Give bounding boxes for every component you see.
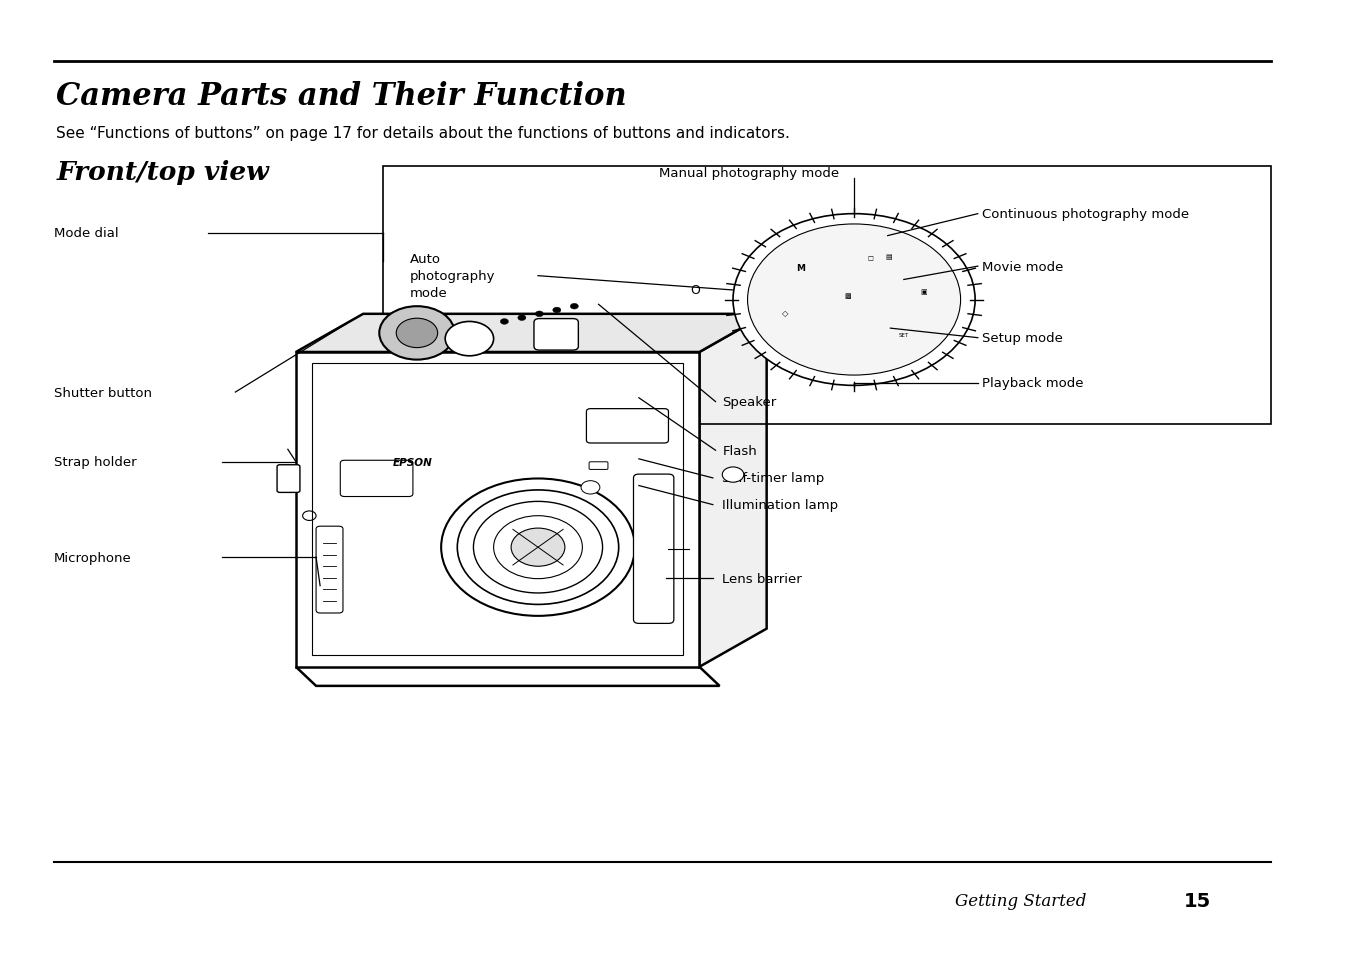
FancyBboxPatch shape [340,461,413,497]
FancyBboxPatch shape [534,319,578,351]
Text: O: O [690,284,701,297]
Circle shape [722,467,744,482]
Text: Strap holder: Strap holder [54,456,136,469]
Text: □: □ [868,255,873,260]
Circle shape [553,308,561,314]
Text: Getting Started: Getting Started [955,892,1087,909]
Circle shape [500,319,508,325]
FancyBboxPatch shape [633,475,674,624]
Text: English: English [1301,245,1317,308]
Text: See “Functions of buttons” on page 17 for details about the functions of buttons: See “Functions of buttons” on page 17 fo… [56,126,791,141]
Text: Flash: Flash [722,444,757,457]
Polygon shape [296,667,720,686]
FancyBboxPatch shape [589,462,608,470]
FancyBboxPatch shape [316,527,343,614]
Circle shape [379,307,455,360]
Circle shape [581,481,600,495]
Bar [383,167,1271,424]
Text: Shutter button: Shutter button [54,386,152,399]
Text: Front/top view: Front/top view [56,160,269,185]
Text: Auto
photography
mode: Auto photography mode [410,253,496,300]
Text: Illumination lamp: Illumination lamp [722,498,838,512]
Polygon shape [296,353,699,667]
Circle shape [570,304,578,310]
Text: Continuous photography mode: Continuous photography mode [982,208,1189,221]
Text: Setup mode: Setup mode [982,332,1063,345]
FancyBboxPatch shape [277,465,300,493]
Circle shape [397,319,437,348]
Text: ◇: ◇ [781,309,788,318]
Text: Manual photography mode: Manual photography mode [659,167,839,180]
Text: Lens barrier: Lens barrier [722,572,802,585]
Text: Speaker: Speaker [722,395,776,409]
Polygon shape [699,314,767,667]
Text: EPSON: EPSON [393,457,433,468]
Text: ▣: ▣ [920,289,927,294]
Circle shape [535,312,543,317]
Polygon shape [296,314,767,353]
Text: ▤: ▤ [886,254,893,260]
Text: SET: SET [898,333,909,338]
FancyBboxPatch shape [586,409,668,443]
Text: Self-timer lamp: Self-timer lamp [722,472,824,485]
Text: M: M [796,264,804,273]
Text: Mode dial: Mode dial [54,227,118,240]
Text: 15: 15 [1184,891,1210,910]
Circle shape [733,214,975,386]
Circle shape [518,315,526,321]
Text: Movie mode: Movie mode [982,260,1064,274]
Text: ▩: ▩ [845,293,850,298]
Text: Camera Parts and Their Function: Camera Parts and Their Function [56,81,627,112]
Circle shape [511,529,565,567]
Text: Microphone: Microphone [54,551,132,564]
Circle shape [748,225,960,375]
Text: Playback mode: Playback mode [982,376,1083,390]
Circle shape [445,322,494,356]
